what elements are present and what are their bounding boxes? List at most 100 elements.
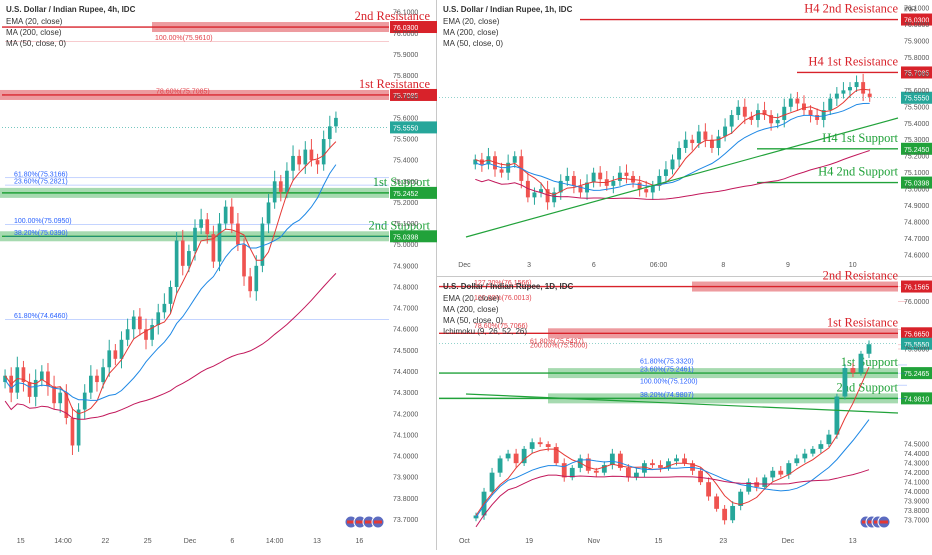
- d1-candle-body-14: [585, 458, 591, 471]
- d1-level-label-2: 1st Support: [841, 355, 899, 369]
- d1-candle-body-45: [834, 396, 840, 435]
- h1-candle-body-9: [532, 192, 537, 198]
- h1-candle-body-40: [736, 106, 741, 116]
- h4-level-tag-1: 75.7085: [393, 93, 418, 100]
- h1-candle-body-22: [617, 172, 622, 181]
- h4-candle-body-3: [21, 367, 26, 383]
- chart-4h-panel[interactable]: 2nd Resistance 76.0300 1st Resistance 75.70…: [0, 5, 437, 545]
- h1-y-tick-0: INR: [904, 7, 916, 14]
- h1-x-tick-4: 8: [721, 262, 725, 269]
- h4-candle-body-13: [82, 392, 87, 410]
- h1-y-tick-16: 74.6000: [904, 253, 929, 260]
- h1-candle-body-25: [637, 182, 642, 190]
- d1-candle-body-37: [770, 470, 776, 478]
- h4-title: U.S. Dollar / Indian Rupee, 4h, IDC: [6, 5, 136, 14]
- d1-fib-label-5: 61.80%(75.3320): [640, 358, 694, 365]
- d1-level-tag-bg-3: [901, 392, 932, 405]
- d1-candle-body-4: [505, 453, 511, 459]
- chart-1h-panel[interactable]: H4 2nd Resistance 76.0300 H4 1st Resistanc…: [439, 2, 932, 269]
- h4-candle-body-34: [211, 234, 216, 262]
- h4-level-tag-bg-0: [390, 21, 437, 34]
- d1-fib-label-4: 200.00%(75.5000): [530, 342, 588, 349]
- h1-candle-body-30: [670, 159, 675, 170]
- d1-candle-body-16: [601, 465, 607, 473]
- d1-candle-body-23: [658, 465, 663, 468]
- h1-y-tick-6: 75.6000: [904, 88, 929, 95]
- h1-level-label-3: H4 2nd Support: [818, 165, 898, 179]
- h1-x-tick-2: 6: [592, 262, 596, 269]
- d1-candle-body-41: [802, 453, 808, 459]
- d1-level-tag-bg-0: [901, 280, 932, 293]
- chart-1d-panel[interactable]: 2nd Resistance 76.1565 1st Resistance 75.66…: [439, 269, 932, 545]
- h4-level-label-1: 1st Resistance: [359, 77, 431, 91]
- h1-y-tick-4: 75.8000: [904, 55, 929, 62]
- h4-candle-body-6: [39, 371, 44, 380]
- h4-candle-body-28: [174, 240, 179, 287]
- h4-candle-body-20: [125, 329, 130, 340]
- h4-x-tick-3: 25: [144, 538, 152, 545]
- d1-level-label-1: 1st Resistance: [827, 315, 899, 329]
- h1-level-tag-bg-1: [901, 66, 932, 79]
- h1-candle-body-6: [512, 156, 517, 163]
- h4-y-tick-4: 75.7000: [393, 94, 418, 101]
- d1-price-tag-bg: [901, 337, 932, 350]
- d1-candle-body-48: [858, 353, 864, 373]
- h1-candle-body-55: [834, 93, 839, 99]
- h1-y-tick-7: 75.5000: [904, 104, 929, 111]
- h4-y-tick-2: 75.9000: [393, 52, 418, 59]
- h1-candle-body-27: [650, 185, 655, 193]
- d1-y-tick-8: 73.9000: [904, 499, 929, 506]
- d1-candle-body-49: [866, 344, 872, 354]
- d1-fib-label-8: 38.20%(74.9807): [640, 392, 694, 399]
- h4-candle-body-24: [150, 325, 154, 340]
- h1-candle-body-52: [815, 115, 820, 120]
- d1-level-tag-2: 75.2465: [904, 371, 929, 378]
- h4-candle-body-44: [272, 181, 277, 203]
- d1-x-tick-2: Nov: [588, 538, 601, 545]
- h1-candle-body-45: [769, 115, 774, 124]
- h1-y-tick-14: 74.8000: [904, 220, 929, 227]
- d1-x-tick-0: Oct: [459, 538, 470, 545]
- d1-candle-body-2: [489, 472, 495, 492]
- h1-candle-body-36: [709, 139, 714, 148]
- h4-level-tag-3: 75.0398: [393, 234, 418, 241]
- h1-candle-body-10: [539, 189, 543, 193]
- h1-y-tick-11: 75.1000: [904, 170, 929, 177]
- h1-candle-body-50: [802, 103, 806, 111]
- h4-candle-body-41: [254, 265, 259, 292]
- h4-candle-body-21: [131, 316, 136, 330]
- d1-candle-body-15: [593, 470, 599, 473]
- h1-candle-body-42: [749, 116, 754, 120]
- h4-candle-body-27: [168, 286, 173, 304]
- d1-legend-3: Ichimoku (9, 26, 52, 26): [443, 327, 527, 336]
- h1-candle-body-0: [473, 159, 478, 165]
- h4-candle-body-22: [138, 316, 142, 330]
- d1-legend-0: EMA (20, close): [443, 294, 500, 303]
- h4-y-tick-11: 75.0000: [393, 242, 418, 249]
- h4-candle-body-33: [205, 219, 210, 235]
- h4-candle-body-45: [278, 181, 283, 192]
- h1-candle-body-58: [854, 82, 859, 88]
- h4-candle-body-52: [321, 139, 326, 165]
- h4-x-tick-8: 16: [355, 538, 363, 545]
- h1-legend-0: EMA (20, close): [443, 17, 500, 26]
- h4-y-tick-21: 74.0000: [393, 454, 418, 461]
- h4-level-label-2: 1st Support: [373, 175, 431, 189]
- d1-x-tick-5: Dec: [782, 538, 795, 545]
- h1-candle-body-14: [565, 175, 570, 181]
- d1-level-tag-bg-2: [901, 367, 932, 380]
- h4-candle-body-29: [180, 240, 185, 266]
- h4-fib-label-5: 38.20%(75.0390): [14, 230, 68, 237]
- h4-candle-body-2: [15, 367, 20, 393]
- d1-candle-body-7: [529, 442, 535, 449]
- h1-candle-body-8: [525, 180, 530, 198]
- d1-candle-body-20: [634, 472, 639, 478]
- d1-candle-body-40: [794, 458, 800, 464]
- d1-candle-body-29: [706, 482, 711, 497]
- h4-y-tick-13: 74.8000: [393, 284, 418, 291]
- h4-y-tick-19: 74.2000: [393, 411, 418, 418]
- h1-candle-body-17: [585, 182, 590, 193]
- h1-candle-body-28: [657, 175, 662, 186]
- h4-event-flag-stripe-1: [356, 520, 364, 524]
